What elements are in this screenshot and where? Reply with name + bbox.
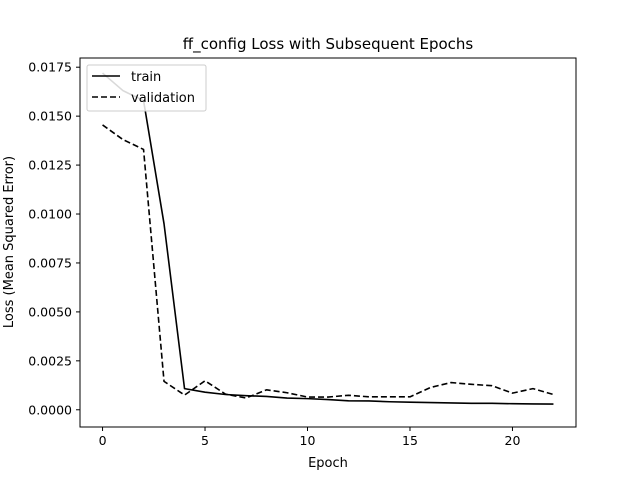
y-tick-label: 0.0025 <box>28 353 72 368</box>
x-tick-label: 5 <box>201 433 209 448</box>
plot-frame <box>79 57 577 428</box>
x-tick-label: 0 <box>99 433 107 448</box>
y-tick-label: 0.0100 <box>28 207 72 222</box>
y-tick-label: 0.0075 <box>28 255 72 270</box>
y-tick-label: 0.0175 <box>28 60 72 75</box>
y-tick-label: 0.0125 <box>28 158 72 173</box>
legend-label-validation: validation <box>131 91 195 106</box>
y-tick-label: 0.0050 <box>28 304 72 319</box>
x-tick-label: 15 <box>402 433 418 448</box>
y-axis-ticks: 0.0000 0.0025 0.0050 0.0075 0.0100 0.0125 0.01… <box>28 60 80 417</box>
y-tick-label: 0.0150 <box>28 109 72 124</box>
series-line-train <box>102 72 554 405</box>
plot-lines <box>102 72 554 405</box>
legend-label-train: train <box>131 70 161 85</box>
y-tick-label: 0.0000 <box>28 402 72 417</box>
y-axis-title: Loss (Mean Squared Error) <box>2 156 17 328</box>
x-tick-label: 20 <box>505 433 521 448</box>
series-line-validation <box>102 124 554 399</box>
x-axis-ticks: 0 5 10 15 20 <box>99 427 521 448</box>
x-axis-title: Epoch <box>308 456 348 471</box>
x-tick-label: 10 <box>300 433 316 448</box>
legend: train validation <box>86 64 207 112</box>
chart-title: ff_config Loss with Subsequent Epochs <box>183 35 474 54</box>
